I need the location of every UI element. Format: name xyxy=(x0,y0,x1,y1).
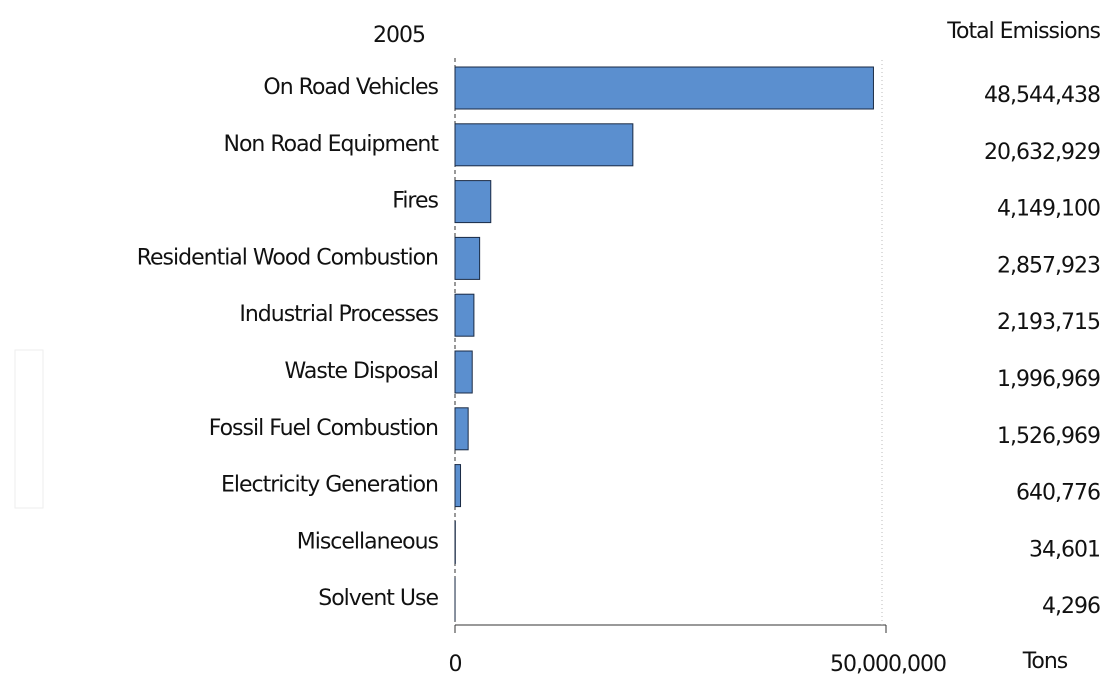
value-label: 640,776 xyxy=(1016,481,1100,506)
category-label: On Road Vehicles xyxy=(263,75,438,100)
x-tick-label: 50,000,000 xyxy=(830,652,946,677)
value-label: 1,996,969 xyxy=(997,367,1100,392)
category-label: Waste Disposal xyxy=(285,359,438,384)
x-tick-label: 0 xyxy=(449,652,462,677)
bar xyxy=(454,350,473,394)
bar xyxy=(454,464,462,508)
side-panel xyxy=(14,349,44,509)
bar xyxy=(454,407,469,451)
chart-title: 2005 xyxy=(373,23,425,48)
category-label: Industrial Processes xyxy=(239,302,438,327)
category-label: Electricity Generation xyxy=(221,473,438,498)
bar xyxy=(454,66,874,110)
x-axis-label: Tons xyxy=(1022,649,1068,674)
value-label: 48,544,438 xyxy=(984,83,1100,108)
value-label: 20,632,929 xyxy=(984,140,1100,165)
value-label: 1,526,969 xyxy=(997,424,1100,449)
bar xyxy=(454,236,481,280)
bar xyxy=(454,293,475,337)
category-label: Fossil Fuel Combustion xyxy=(209,416,438,441)
value-label: 2,193,715 xyxy=(997,310,1100,335)
value-label: 4,149,100 xyxy=(997,197,1100,222)
value-label: 2,857,923 xyxy=(997,253,1100,278)
bar xyxy=(454,123,634,167)
category-label: Fires xyxy=(392,189,438,214)
category-label: Non Road Equipment xyxy=(224,132,440,157)
value-header: Total Emissions xyxy=(946,19,1100,44)
bar xyxy=(454,180,492,224)
value-label: 34,601 xyxy=(1029,537,1100,562)
category-label: Solvent Use xyxy=(318,586,438,611)
category-label: Miscellaneous xyxy=(297,529,439,554)
value-label: 4,296 xyxy=(1042,594,1100,619)
category-label: Residential Wood Combustion xyxy=(137,245,438,270)
